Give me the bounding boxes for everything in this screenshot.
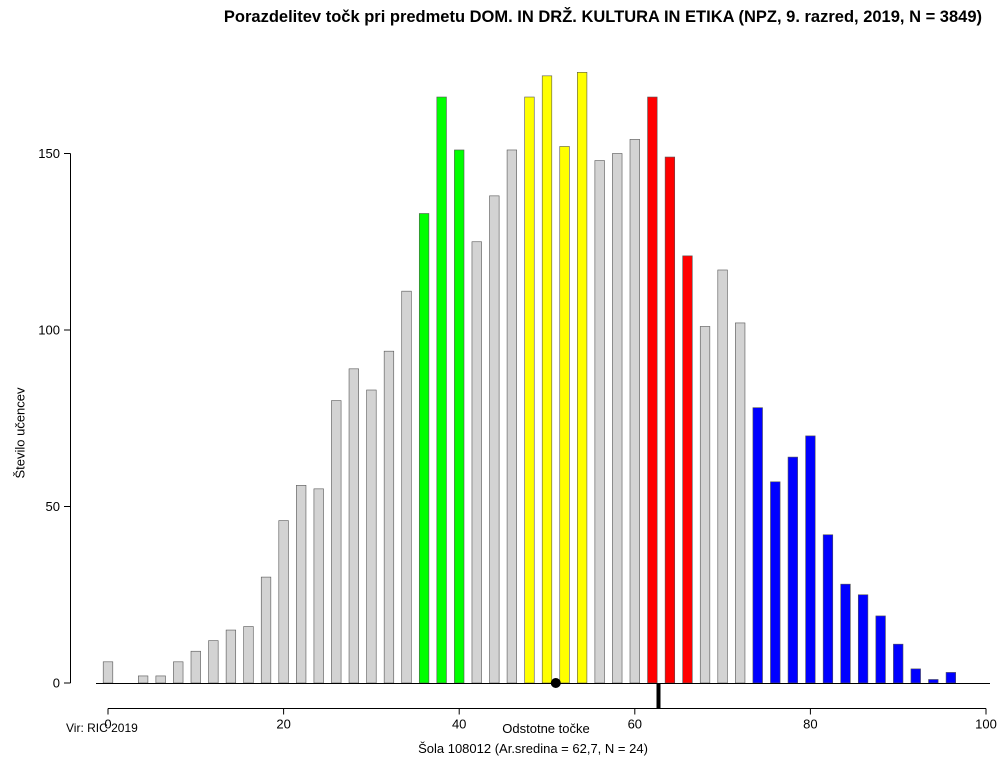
bar: [647, 96, 658, 684]
x-tick-label: 80: [803, 717, 817, 732]
bar: [225, 629, 237, 684]
bar: [857, 594, 869, 684]
source-note: Vir: RIC 2019: [66, 721, 138, 735]
bar: [190, 650, 201, 684]
y-tick-label: 50: [46, 499, 60, 514]
bar: [383, 350, 395, 684]
bar: [735, 322, 746, 684]
x-axis-label: Odstotne točke: [502, 721, 590, 736]
bar: [331, 400, 342, 684]
bar: [366, 389, 377, 684]
x-tick-label: 40: [452, 717, 466, 732]
bar: [559, 146, 570, 684]
bar: [278, 520, 289, 684]
bar: [805, 435, 816, 684]
bar: [875, 615, 886, 684]
bar: [752, 407, 763, 684]
x-tick-label: 100: [975, 717, 997, 732]
bar: [893, 643, 904, 684]
chart-title: Porazdelitev točk pri predmetu DOM. IN D…: [223, 8, 982, 26]
national-mean-dot: [550, 678, 561, 688]
bar: [260, 576, 272, 684]
bar: [471, 241, 482, 684]
bar: [594, 160, 605, 684]
bar: [506, 149, 517, 684]
bar: [682, 255, 693, 684]
bar: [770, 481, 781, 684]
bar: [612, 153, 623, 684]
bar: [945, 672, 956, 684]
bar: [296, 485, 307, 684]
bar: [541, 75, 553, 684]
bar: [524, 96, 535, 684]
bar: [401, 290, 412, 684]
bar: [910, 668, 921, 684]
y-tick-label: 0: [53, 676, 60, 691]
bar: [454, 149, 465, 684]
bar: [313, 488, 324, 684]
bar: [173, 661, 184, 684]
y-tick-label: 150: [38, 146, 60, 161]
bar: [418, 213, 430, 684]
bar: [629, 139, 640, 684]
x-tick-label: 0: [104, 717, 111, 732]
bar: [577, 72, 588, 684]
bar: [138, 675, 149, 684]
bar: [822, 534, 834, 684]
bar: [348, 368, 359, 684]
bar: [699, 326, 711, 684]
bar: [436, 96, 447, 684]
bar: [717, 269, 728, 684]
bar: [489, 195, 500, 684]
bar: [243, 626, 254, 684]
bar: [102, 661, 114, 684]
x-tick-label: 20: [276, 717, 290, 732]
bar: [787, 456, 798, 684]
y-tick-label: 100: [38, 323, 60, 338]
bar: [664, 156, 676, 684]
bar: [155, 675, 166, 684]
bar: [208, 640, 219, 684]
bar: [840, 583, 851, 684]
y-axis-label: Število učencev: [12, 387, 28, 479]
bar: [928, 679, 939, 684]
x-tick-label: 60: [628, 717, 642, 732]
school-caption: Šola 108012 (Ar.sredina = 62,7, N = 24): [418, 741, 648, 756]
